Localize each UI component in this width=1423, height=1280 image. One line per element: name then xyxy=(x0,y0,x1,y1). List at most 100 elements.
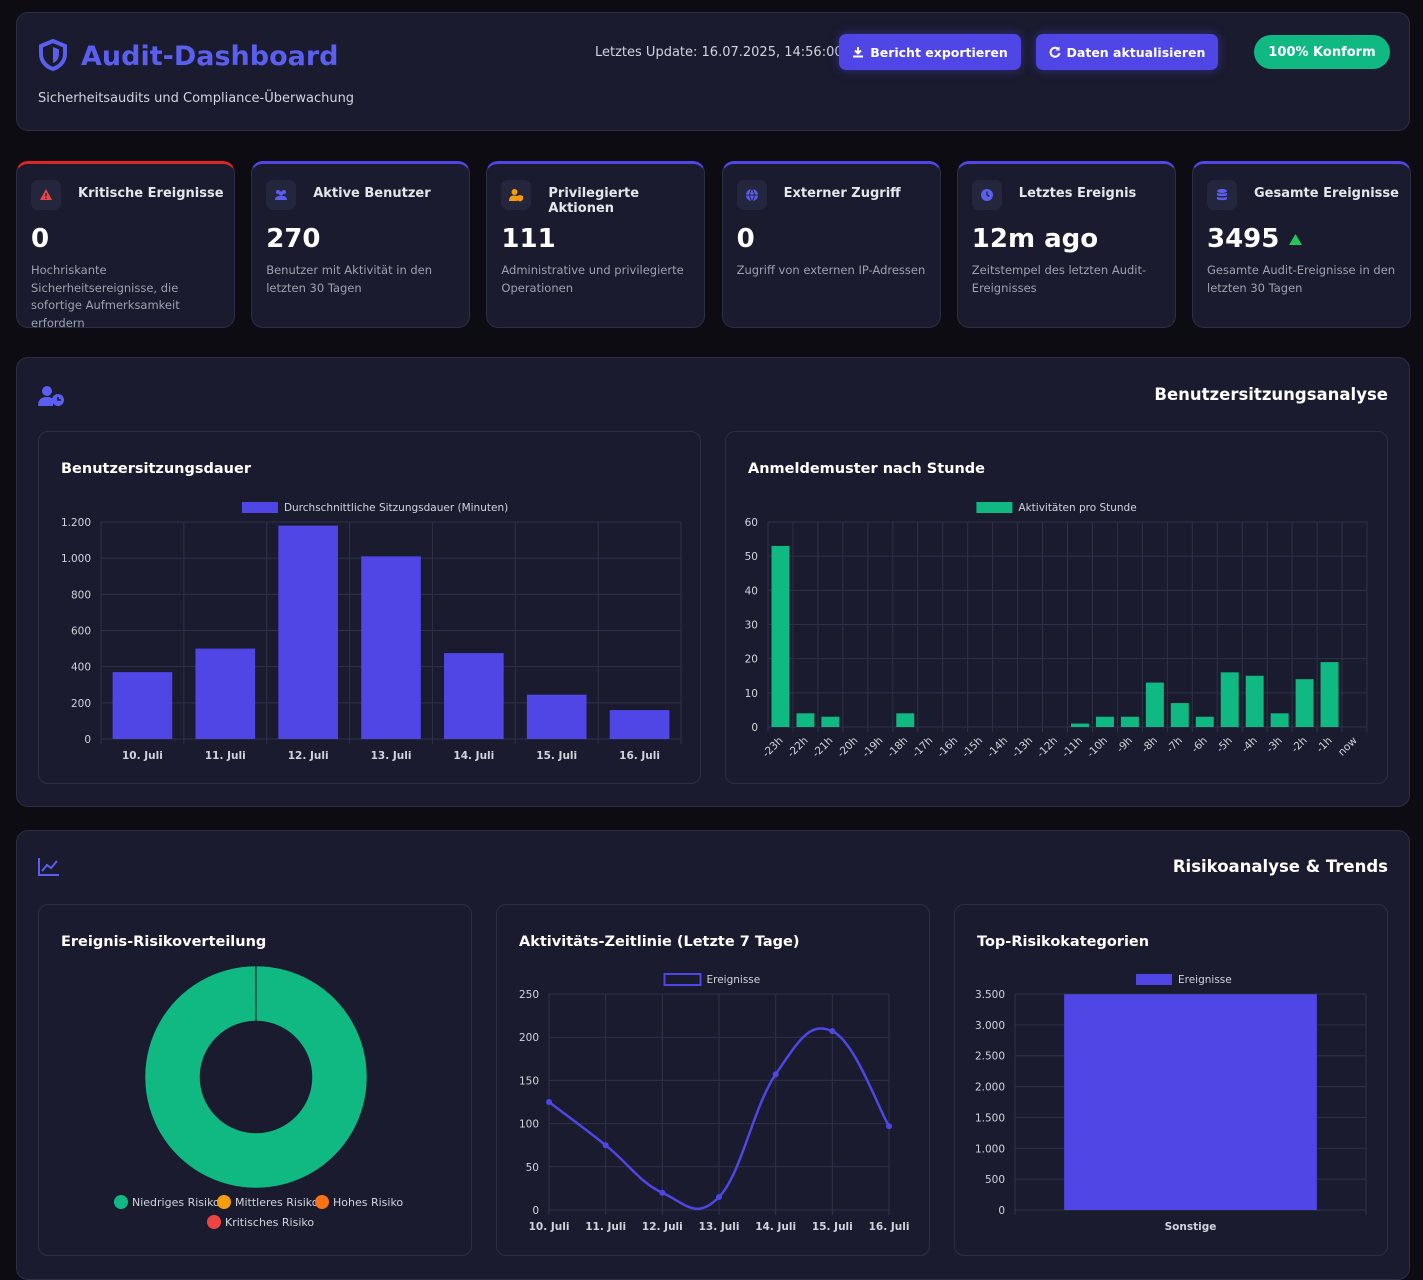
x-tick-label: -8h xyxy=(1139,735,1160,756)
button-label: Bericht exportieren xyxy=(870,45,1008,60)
bar xyxy=(796,713,814,727)
x-tick-label: -5h xyxy=(1214,735,1235,756)
subtitle: Sicherheitsaudits und Compliance-Überwac… xyxy=(38,91,354,106)
y-tick-label: 0 xyxy=(751,722,758,734)
x-tick-label: 11. Juli xyxy=(205,750,246,762)
icon xyxy=(980,188,994,202)
legend-swatch xyxy=(217,1195,231,1209)
y-tick-label: 500 xyxy=(985,1174,1005,1186)
shield-icon xyxy=(38,39,68,71)
y-tick-label: 1.000 xyxy=(975,1143,1005,1155)
x-tick-label: 13. Juli xyxy=(371,750,412,762)
legend-swatch xyxy=(242,502,278,513)
legend-label: Ereignisse xyxy=(707,974,761,986)
x-tick-label: -10h xyxy=(1085,735,1110,760)
x-tick-label: -1h xyxy=(1314,735,1335,756)
y-tick-label: 800 xyxy=(71,589,91,601)
x-tick-label: -9h xyxy=(1114,735,1135,756)
line-point xyxy=(546,1099,552,1105)
legend-swatch xyxy=(665,974,701,985)
legend-label: Aktivitäten pro Stunde xyxy=(1018,502,1136,514)
legend-swatch xyxy=(315,1195,329,1209)
bar xyxy=(1146,683,1164,727)
x-tick-label: -18h xyxy=(885,735,910,760)
bar xyxy=(1071,724,1089,727)
section-title: Benutzersitzungsanalyse xyxy=(1154,385,1388,404)
x-tick-label: 15. Juli xyxy=(812,1221,853,1233)
x-tick-label: -19h xyxy=(860,735,885,760)
x-tick-label: 10. Juli xyxy=(122,750,163,762)
x-tick-label: -12h xyxy=(1035,735,1060,760)
y-tick-label: 600 xyxy=(71,626,91,638)
y-tick-label: 10 xyxy=(745,688,758,700)
chart-title: Benutzersitzungsdauer xyxy=(61,461,252,477)
card-value: 3495 xyxy=(1207,224,1279,254)
bar xyxy=(444,653,504,739)
bar xyxy=(278,526,338,739)
chart-title: Ereignis-Risikoverteilung xyxy=(61,934,266,950)
chart-title: Anmeldemuster nach Stunde xyxy=(748,461,985,477)
x-tick-label: -11h xyxy=(1060,735,1085,760)
chart: Aktivitäts-Zeitlinie (Letzte 7 Tage)0501… xyxy=(497,905,931,1257)
x-tick-label: -13h xyxy=(1010,735,1035,760)
y-tick-label: 30 xyxy=(745,620,758,632)
line-point xyxy=(659,1190,665,1196)
x-tick-label: 16. Juli xyxy=(619,750,660,762)
icon xyxy=(274,188,288,202)
card-value-row: 0 xyxy=(31,224,49,254)
x-tick-label: 10. Juli xyxy=(529,1221,570,1233)
card-value: 270 xyxy=(266,224,320,254)
card-desc: Zeitstempel des letzten Audit-Ereignisse… xyxy=(972,262,1168,297)
line-point xyxy=(773,1071,779,1077)
chart-title: Top-Risikokategorien xyxy=(977,934,1149,950)
x-tick-label: -2h xyxy=(1289,735,1310,756)
card-value-row: 270 xyxy=(266,224,320,254)
export-button[interactable]: Bericht exportieren xyxy=(839,34,1021,70)
section-title: Risikoanalyse & Trends xyxy=(1173,857,1388,876)
y-tick-label: 20 xyxy=(745,654,758,666)
x-tick-label: -21h xyxy=(810,735,835,760)
legend-label: Hohes Risiko xyxy=(333,1196,403,1209)
bar xyxy=(361,556,421,739)
y-tick-label: 50 xyxy=(526,1162,539,1174)
card-value: 111 xyxy=(501,224,555,254)
x-tick-label: -6h xyxy=(1189,735,1210,756)
x-tick-label: 12. Juli xyxy=(288,750,329,762)
card-value: 0 xyxy=(737,224,755,254)
refresh-button[interactable]: Daten aktualisieren xyxy=(1036,34,1218,70)
card-desc: Administrative und privilegierte Operati… xyxy=(501,262,697,297)
chart: Top-Risikokategorien05001.0001.5002.0002… xyxy=(955,905,1389,1257)
legend-swatch xyxy=(1136,974,1172,985)
bar xyxy=(113,672,173,739)
last-update: Letztes Update: 16.07.2025, 14:56:00 xyxy=(595,45,843,60)
x-tick-label: 13. Juli xyxy=(699,1221,740,1233)
card-desc: Gesamte Audit-Ereignisse in den letzten … xyxy=(1207,262,1403,297)
card-desc: Hochriskante Sicherheitsereignisse, die … xyxy=(31,262,227,332)
x-tick-label: 16. Juli xyxy=(869,1221,910,1233)
y-tick-label: 200 xyxy=(71,698,91,710)
card-desc: Zugriff von externen IP-Adressen xyxy=(737,262,933,280)
x-tick-label: 14. Juli xyxy=(453,750,494,762)
legend-swatch xyxy=(114,1195,128,1209)
card-title: Aktive Benutzer xyxy=(313,186,430,201)
download-icon xyxy=(852,46,864,58)
y-tick-label: 3.500 xyxy=(975,989,1005,1001)
card-value: 0 xyxy=(31,224,49,254)
line-point xyxy=(886,1123,892,1129)
x-tick-label: now xyxy=(1336,734,1360,758)
y-tick-label: 50 xyxy=(745,551,758,563)
card-title: Kritische Ereignisse xyxy=(78,186,224,201)
x-tick-label: 14. Juli xyxy=(755,1221,796,1233)
x-tick-label: -4h xyxy=(1239,735,1260,756)
x-tick-label: -16h xyxy=(935,735,960,760)
title: Audit-Dashboard xyxy=(81,41,338,72)
card-icon xyxy=(972,180,1002,210)
